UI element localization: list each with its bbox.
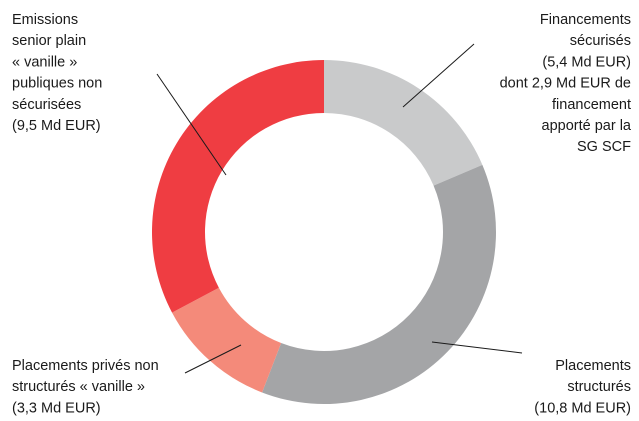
label-line: (5,4 Md EUR) — [542, 54, 631, 70]
leader-line — [431, 341, 523, 354]
label-line: « vanille » — [12, 54, 77, 70]
label-line: apporté par la — [542, 118, 632, 134]
label-line: financement — [552, 97, 631, 113]
slice-labels: Financements sécurisés (5,4 Md EUR) dont 2,… — [12, 12, 632, 416]
label-line: Emissions — [12, 12, 78, 28]
label-line: structurés — [567, 379, 631, 395]
label-line: Placements — [555, 358, 631, 374]
label-line: (10,8 Md EUR) — [534, 400, 631, 416]
label-line: Financements — [540, 12, 631, 28]
label-line: dont 2,9 Md EUR de — [500, 76, 631, 92]
label-line: sécurisées — [12, 97, 81, 113]
leader-line — [402, 43, 475, 108]
label-placements-structures: Placements structurés (10,8 Md EUR) — [534, 358, 631, 416]
label-line: (9,5 Md EUR) — [12, 118, 101, 134]
label-line: (3,3 Md EUR) — [12, 400, 101, 416]
slice-financements-securises — [324, 60, 483, 186]
label-line: sécurisés — [570, 33, 631, 49]
slice-placements-structures — [262, 164, 497, 404]
leader-line — [156, 73, 227, 176]
label-line: structurés « vanille » — [12, 379, 145, 395]
label-line: senior plain — [12, 33, 86, 49]
label-line: Placements privés non — [12, 358, 159, 374]
leader-line — [184, 344, 242, 374]
label-line: SG SCF — [577, 139, 631, 155]
donut-slices — [152, 60, 497, 404]
label-line: publiques non — [12, 76, 102, 92]
slice-emissions-senior-plain — [152, 60, 324, 313]
label-financements-securises: Financements sécurisés (5,4 Md EUR) dont 2,… — [500, 12, 632, 155]
label-placements-prives-non-structures: Placements privés non structurés « vanill… — [12, 358, 159, 416]
leader-lines — [156, 43, 523, 374]
slice-placements-prives-non-structures — [172, 287, 282, 393]
label-emissions-senior-plain: Emissions senior plain « vanille » publique… — [12, 12, 102, 134]
